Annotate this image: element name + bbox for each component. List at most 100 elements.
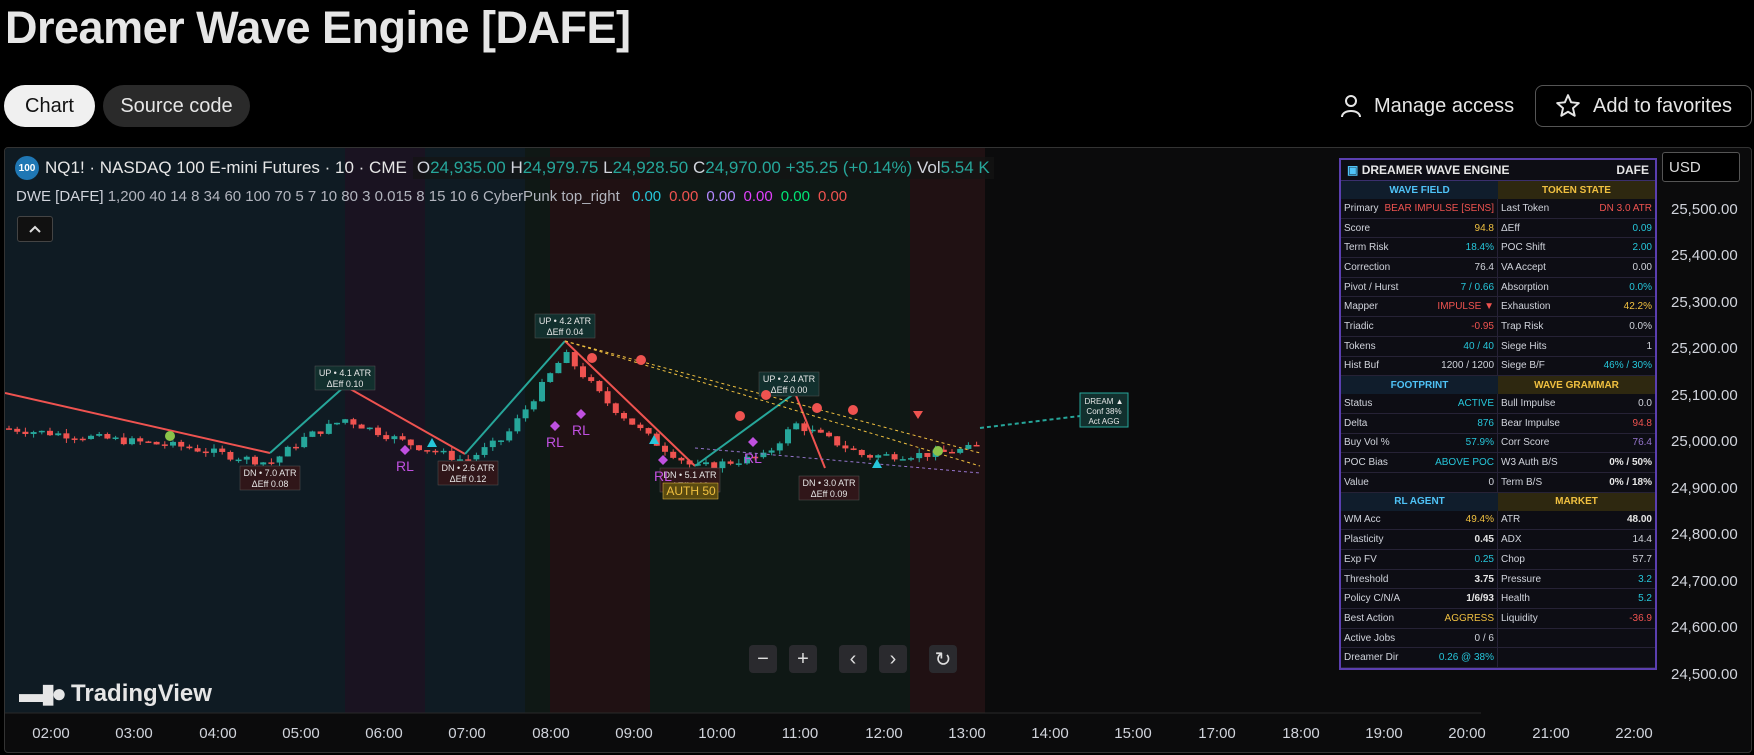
panel-value: 3.2 <box>1638 573 1652 585</box>
panel-key: Siege B/F <box>1501 360 1545 372</box>
x-axis-tick-label: 04:00 <box>199 725 237 742</box>
scroll-left-button[interactable]: ‹ <box>839 645 867 673</box>
signal-dot <box>848 405 858 415</box>
panel-section-header: FOOTPRINT WAVE GRAMMAR <box>1341 376 1655 395</box>
indicator-value: 0.00 <box>669 188 699 205</box>
signal-dot <box>933 446 943 456</box>
candle-body <box>350 419 357 425</box>
x-axis-tick-label: 06:00 <box>365 725 403 742</box>
session-band <box>775 148 875 713</box>
panel-key: Exhaustion <box>1501 301 1551 313</box>
tradingview-logo: ▬▮● TradingView <box>19 678 212 708</box>
wave-annotation-text: UP • 4.2 ATR <box>539 316 592 326</box>
y-axis-tick-label: 25,200.00 <box>1671 340 1738 357</box>
candle-body <box>498 440 504 442</box>
candle-body <box>834 436 841 446</box>
rl-diamond <box>550 421 560 431</box>
candle-body <box>301 436 308 448</box>
y-axis-tick-label: 25,500.00 <box>1671 201 1738 218</box>
panel-section-title: WAVE GRAMMAR <box>1498 376 1655 395</box>
candle-body <box>580 366 586 378</box>
candle-body <box>161 444 168 446</box>
panel-key: Chop <box>1501 553 1525 565</box>
panel-key: Hist Buf <box>1344 360 1380 372</box>
dream-box-text: DREAM ▲ <box>1084 397 1123 406</box>
candle-body <box>252 456 258 465</box>
candle-body <box>637 424 644 429</box>
symbol-name[interactable]: NQ1! · NASDAQ 100 E-mini Futures · 10 · … <box>45 158 407 177</box>
panel-section-title: RL AGENT <box>1341 492 1498 511</box>
collapse-legend-button[interactable] <box>17 216 53 242</box>
y-axis-tick-label: 24,700.00 <box>1671 573 1738 590</box>
x-axis-tick-label: 10:00 <box>698 725 736 742</box>
indicator-legend[interactable]: DWE [DAFE] 1,200 40 14 8 34 60 100 70 5 … <box>16 188 847 205</box>
panel-key: Liquidity <box>1501 612 1538 624</box>
candle-body <box>965 444 972 449</box>
zoom-in-button[interactable]: + <box>789 645 817 673</box>
candle-body <box>957 448 964 453</box>
candle-body <box>481 447 488 455</box>
signal-triangle <box>872 459 882 468</box>
rl-label: RL <box>744 450 762 466</box>
candle-body <box>268 462 275 464</box>
panel-key: Exp FV <box>1344 553 1377 565</box>
add-to-favorites-label: Add to favorites <box>1593 94 1732 117</box>
panel-key: Delta <box>1344 417 1368 429</box>
x-axis-tick-label: 20:00 <box>1448 725 1486 742</box>
candle-body <box>506 431 513 441</box>
candle-body <box>817 429 824 433</box>
chevron-up-icon <box>29 225 41 233</box>
candle-body <box>88 435 94 439</box>
y-axis-tick-label: 25,000.00 <box>1671 433 1738 450</box>
panel-value: 0.09 <box>1632 222 1652 234</box>
panel-section-header: WAVE FIELD TOKEN STATE <box>1341 181 1655 199</box>
candle-body <box>826 432 832 437</box>
signal-dot <box>812 403 822 413</box>
panel-key: Mapper <box>1344 301 1378 313</box>
panel-key: ATR <box>1501 514 1521 526</box>
indicator-name: DWE [DAFE] <box>16 188 104 205</box>
x-axis-tick-label: 21:00 <box>1532 725 1570 742</box>
currency-select[interactable]: USD <box>1662 152 1740 182</box>
panel-value: 94.8 <box>1474 222 1494 234</box>
tab-source-code[interactable]: Source code <box>103 85 250 127</box>
panel-value: 1/6/93 <box>1466 593 1494 605</box>
indicator-value: 0.00 <box>706 188 736 205</box>
scroll-right-button[interactable]: › <box>879 645 907 673</box>
wave-annotation-text: DN • 2.6 ATR <box>442 463 495 473</box>
panel-value: 0.25 <box>1474 553 1494 565</box>
x-axis-tick-label: 11:00 <box>781 725 819 742</box>
candle-body <box>867 455 873 458</box>
panel-row: Tokens 40 / 40 Siege Hits 1 <box>1341 336 1655 357</box>
candle-body <box>202 451 209 454</box>
panel-key: Value <box>1344 476 1369 488</box>
wave-annotation-text: ΔEff 0.00 <box>771 385 808 395</box>
panel-key: Plasticity <box>1344 534 1384 546</box>
tab-chart[interactable]: Chart <box>4 85 95 127</box>
candle-body <box>391 436 398 440</box>
candle-body <box>793 423 800 430</box>
candle-body <box>514 418 521 432</box>
dream-box-text: Act AGG <box>1088 417 1119 426</box>
candle-body <box>547 373 554 382</box>
chart-area[interactable]: UP • 4.1 ATR ΔEff 0.10 DN • 7.0 ATR ΔEff 0.… <box>4 147 1752 753</box>
dafe-info-panel: ▣ DREAMER WAVE ENGINE DAFE WAVE FIELD TOK… <box>1339 158 1657 671</box>
wave-annotation-box <box>758 371 820 397</box>
panel-key: Buy Vol % <box>1344 437 1390 449</box>
panel-key: Pressure <box>1501 573 1542 585</box>
panel-key: Best Action <box>1344 612 1395 624</box>
add-to-favorites-button[interactable]: Add to favorites <box>1535 85 1752 127</box>
candle-body <box>457 459 463 461</box>
reset-chart-button[interactable]: ↻ <box>929 645 957 673</box>
page-title: Dreamer Wave Engine [DAFE] <box>5 2 631 53</box>
candle-body <box>629 418 636 425</box>
wave-annotation-text: DN • 3.0 ATR <box>803 478 856 488</box>
manage-access-button[interactable]: Manage access <box>1340 85 1514 127</box>
candle-body <box>908 458 914 460</box>
candle-body <box>555 362 562 374</box>
panel-value: 49.4% <box>1465 514 1494 526</box>
panel-section-title: MARKET <box>1498 492 1655 511</box>
panel-key: Term B/S <box>1501 476 1543 488</box>
zoom-out-button[interactable]: − <box>749 645 777 673</box>
